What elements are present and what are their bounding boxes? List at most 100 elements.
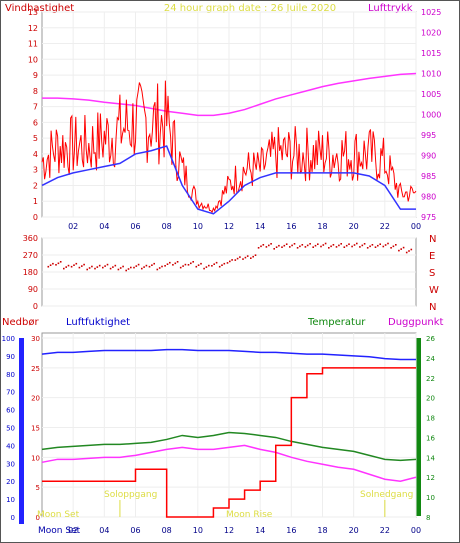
wind-x-tick: 20 [349,222,359,231]
compass-label: E [429,251,435,262]
direction-point [47,265,50,268]
direction-point [356,242,358,245]
direction-point [106,263,109,266]
temperature-tick: 24 [426,355,435,363]
temperature-axis-bar [416,338,421,516]
wind-speed-tick: 1 [33,197,38,206]
direction-point [262,244,265,246]
temperature-tick: 26 [426,335,435,343]
direction-point [215,261,218,264]
direction-point [55,264,57,266]
direction-point [330,245,332,248]
humidity-tick: 70 [6,389,15,397]
direction-point [252,255,254,258]
wind-gust-line [41,80,417,214]
compass-label: W [429,285,439,296]
direction-point [283,244,286,247]
wind-x-tick: 08 [162,222,172,231]
pressure-tick: 990 [421,152,436,161]
wind-speed-tick: 13 [28,8,38,17]
direction-point [398,249,400,252]
rain-line [42,367,416,518]
direction-point [328,247,330,249]
direction-point [359,246,361,248]
humidity-tick: 80 [6,371,15,379]
direction-point [363,243,366,245]
pressure-axis: 975 980 985 990 995 1000 1005 1010 1015 1020 1025 [421,8,441,222]
direction-tick: 270 [23,251,38,260]
humidity-tick: 30 [6,460,15,468]
direction-point [158,267,161,269]
direction-point [114,264,117,267]
rain-tick: 0 [36,514,40,522]
wind-speed-tick: 4 [33,150,38,159]
pressure-tick: 1000 [421,111,441,120]
direction-point [88,267,91,269]
direction-point [246,255,249,257]
direction-point [353,244,356,246]
direction-point [73,264,75,266]
direction-point [374,246,377,248]
wind-grid [42,11,417,218]
direction-point [275,246,278,248]
direction-point [314,244,317,247]
direction-point [130,266,132,269]
direction-point [49,264,52,266]
direction-point [203,267,205,270]
lower-x-tick: 14 [255,526,265,535]
humidity-tick: 40 [6,442,15,450]
direction-point [164,265,166,267]
direction-tick: 180 [23,268,38,277]
humidity-tick: 60 [6,407,15,415]
lower-grid [42,333,417,518]
direction-point [200,262,202,265]
wind-speed-tick: 5 [33,134,38,143]
direction-point [408,250,410,252]
wind-x-tick: 02 [68,222,78,231]
direction-point [338,244,340,247]
wind-x-axis: 02 04 06 08 10 12 14 16 18 20 22 00 [68,222,421,231]
direction-point [112,266,114,268]
direction-point [254,254,257,256]
direction-point [301,244,304,246]
wind-x-tick: 04 [99,222,109,231]
direction-point [109,267,112,270]
direction-point [179,266,182,269]
direction-point [390,247,392,249]
direction-point [361,244,364,247]
humidity-tick: 0 [11,514,15,522]
wind-x-tick: 06 [130,222,140,231]
direction-point [281,246,283,248]
direction-point [348,243,350,245]
direction-point [268,244,270,247]
direction-point [145,264,148,267]
temperature-tick: 20 [426,395,435,403]
compass-label: S [429,268,435,279]
direction-point [94,267,96,270]
direction-point [184,263,187,266]
wind-speed-tick: 6 [33,118,38,127]
pressure-label: Lufttrykk [368,3,413,14]
direction-point [151,264,153,266]
lower-x-tick: 18 [317,526,327,535]
rain-tick: 15 [31,425,40,433]
direction-point [122,265,124,268]
temperature-tick: 14 [426,454,435,462]
wind-speed-label: Vindhastighet [5,3,74,14]
pressure-tick: 1020 [421,29,441,38]
direction-point [345,244,348,247]
lower-x-tick: 00 [411,526,421,535]
direction-point [265,246,268,248]
direction-point [278,244,280,247]
temperature-label: Temperatur [307,317,366,328]
direction-point [285,243,288,245]
wind-x-tick: 22 [380,222,390,231]
direction-point [231,259,233,261]
direction-point [70,265,73,268]
sunrise-annotation: Soloppgang [104,490,157,500]
direction-point [127,268,130,270]
moon-rise-annotation: Moon Rise [226,510,273,520]
lower-x-tick: 04 [99,526,109,535]
